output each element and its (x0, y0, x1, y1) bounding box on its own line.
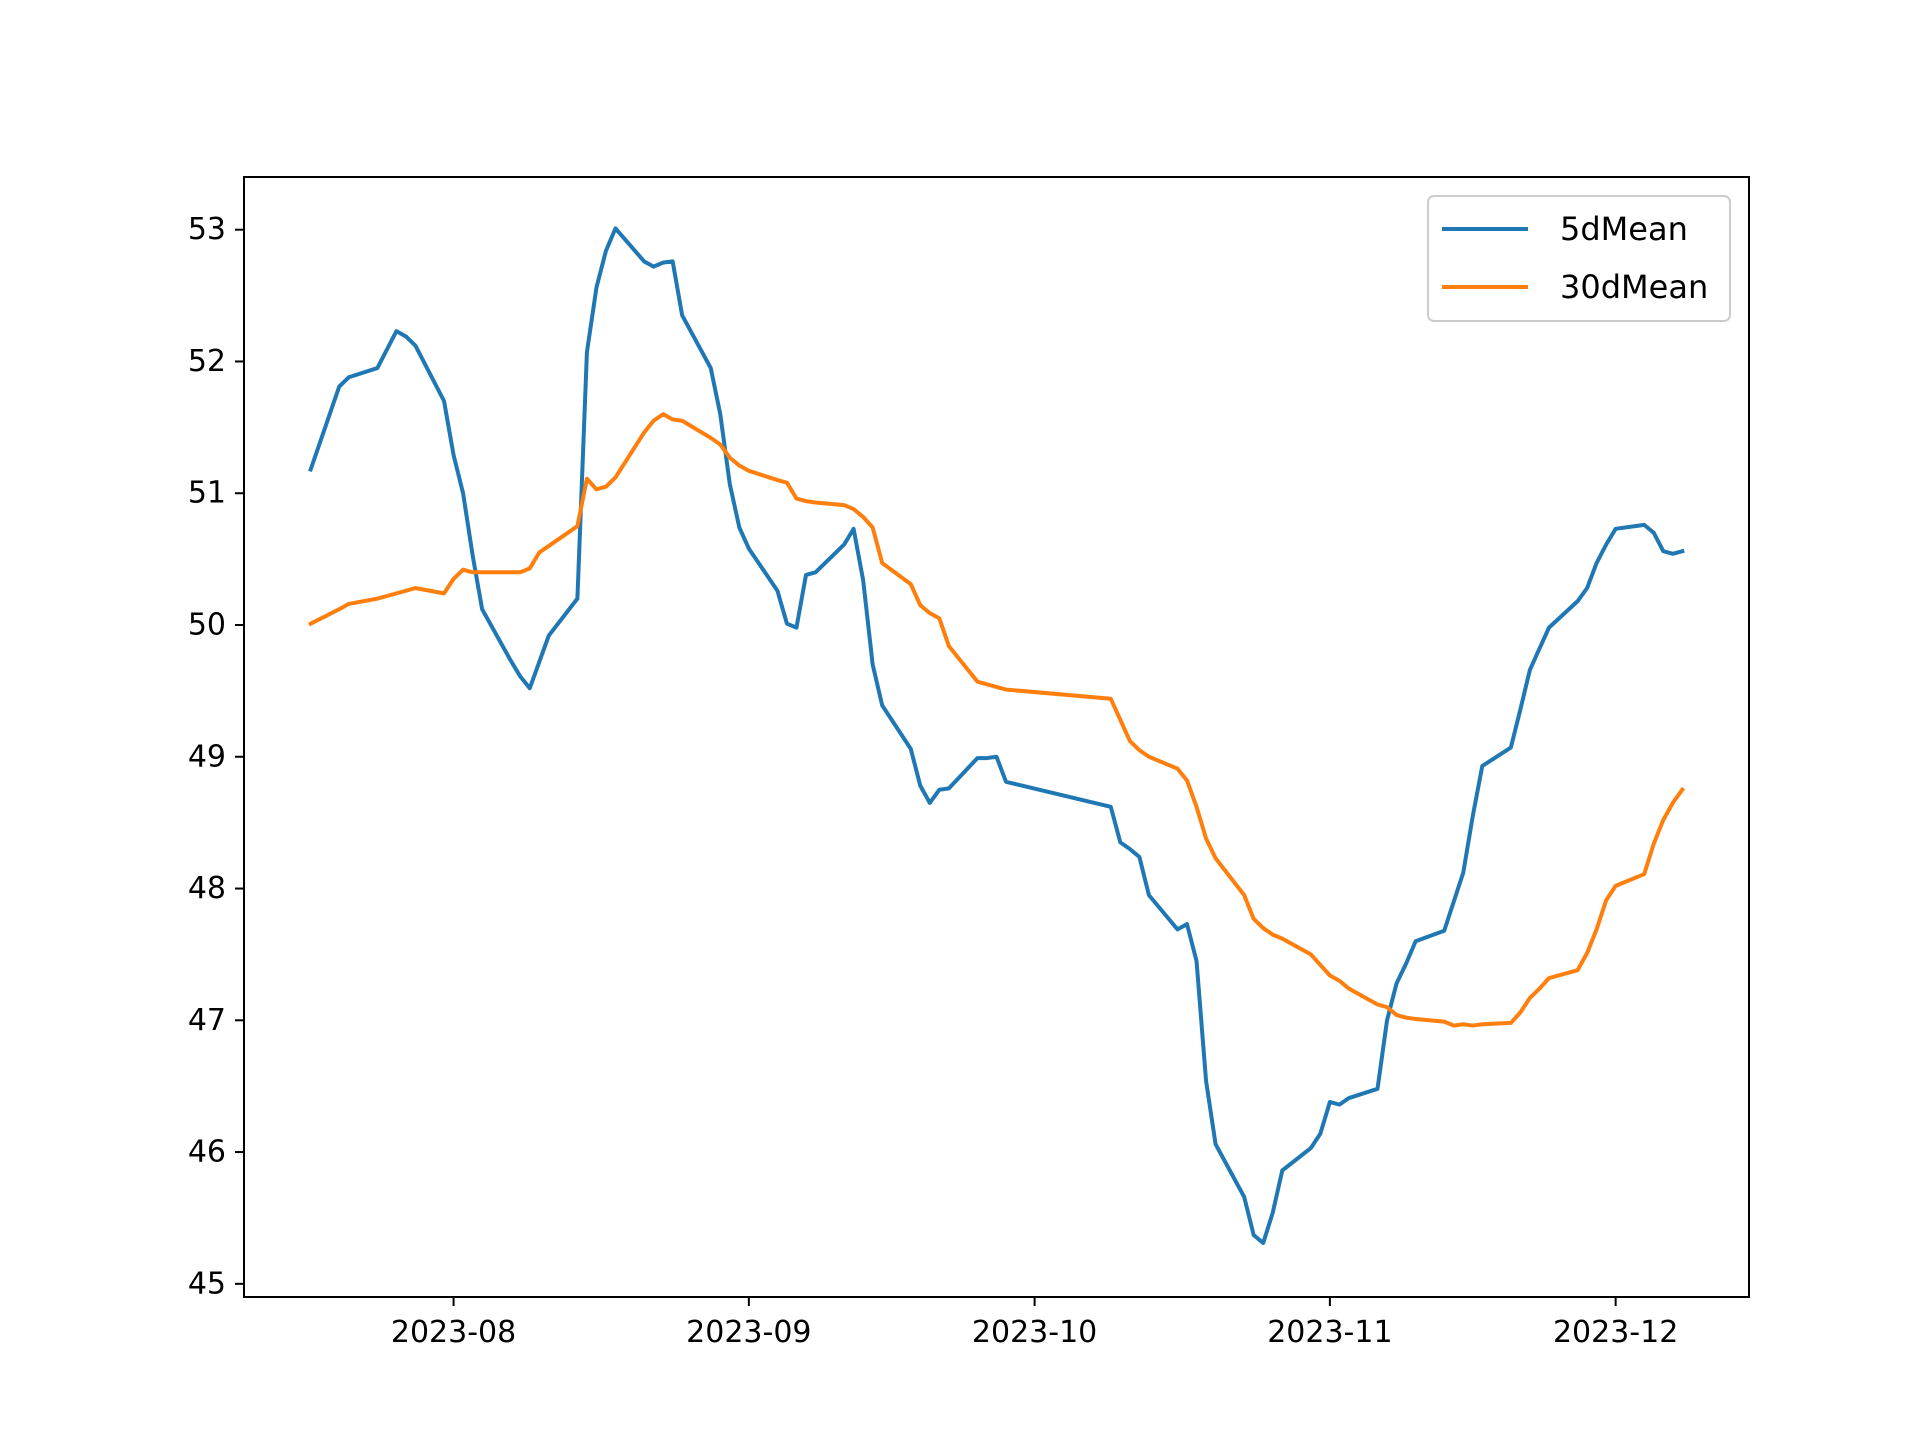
legend-label-30dmean: 30dMean (1560, 268, 1708, 306)
x-tick-label: 2023-08 (391, 1315, 516, 1350)
legend-label-5dmean: 5dMean (1560, 210, 1688, 248)
plot-frame (243, 176, 1750, 1298)
x-tick-label: 2023-10 (972, 1315, 1097, 1350)
y-tick-label: 50 (188, 608, 226, 643)
legend: 5dMean 30dMean (1427, 195, 1731, 322)
series-line-30dmean (307, 412, 1686, 1028)
series-line-5dmean (308, 226, 1685, 1245)
y-tick-label: 52 (188, 344, 226, 379)
y-tick-label: 47 (188, 1003, 226, 1038)
y-tick-label: 48 (188, 871, 226, 906)
x-tick-label: 2023-09 (686, 1315, 811, 1350)
y-tick-label: 46 (188, 1135, 226, 1170)
y-tick-label: 51 (188, 476, 226, 511)
x-tick-label: 2023-12 (1553, 1315, 1678, 1350)
y-tick-label: 53 (188, 212, 226, 247)
y-tick-label: 49 (188, 739, 226, 774)
axes: 45 46 47 48 49 50 51 52 53 2023-08 2023-09 2023-10 2… (188, 176, 1750, 1350)
x-tick-label: 2023-11 (1267, 1315, 1392, 1350)
series-lines (307, 226, 1686, 1245)
y-tick-label: 45 (188, 1266, 226, 1301)
